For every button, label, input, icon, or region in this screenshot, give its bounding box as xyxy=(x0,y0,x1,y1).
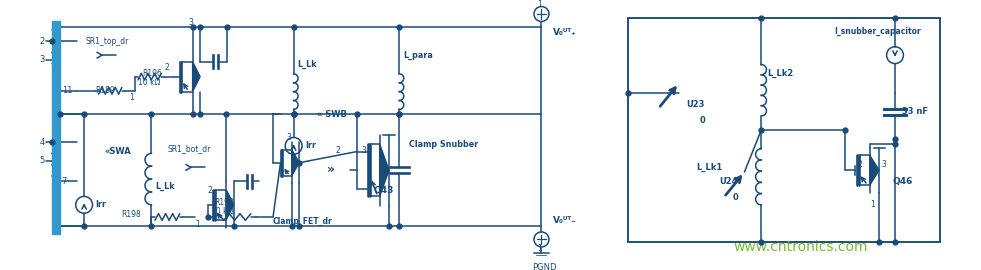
Text: I_snubber_capacitor: I_snubber_capacitor xyxy=(834,27,921,36)
Bar xyxy=(629,18,940,242)
Text: 4: 4 xyxy=(39,138,44,147)
Text: 5: 5 xyxy=(39,156,44,165)
Text: 2: 2 xyxy=(857,160,862,169)
Text: 1: 1 xyxy=(537,0,542,9)
Text: 10 kΩ: 10 kΩ xyxy=(211,207,233,216)
Text: 1: 1 xyxy=(870,200,874,209)
Text: R196: R196 xyxy=(142,69,162,78)
Text: PGND: PGND xyxy=(532,263,556,270)
Text: »: » xyxy=(328,163,336,176)
Polygon shape xyxy=(291,150,299,176)
Text: 10 kΩ: 10 kΩ xyxy=(138,78,161,87)
Text: R198: R198 xyxy=(122,210,141,219)
Text: Q43: Q43 xyxy=(373,186,393,195)
Text: www.cntronics.com: www.cntronics.com xyxy=(733,240,868,254)
Polygon shape xyxy=(380,144,389,196)
Text: R193: R193 xyxy=(214,198,234,207)
Text: « SWB: « SWB xyxy=(317,110,347,119)
Text: SR1_bot_dr: SR1_bot_dr xyxy=(168,144,211,153)
Text: 11: 11 xyxy=(62,86,73,95)
Text: 0: 0 xyxy=(732,193,738,202)
Text: L_Lk1: L_Lk1 xyxy=(696,163,722,172)
Text: 33 nF: 33 nF xyxy=(902,107,928,116)
Text: 3: 3 xyxy=(39,55,44,64)
Text: U23: U23 xyxy=(687,100,704,109)
Text: 2: 2 xyxy=(165,63,170,72)
Text: 2: 2 xyxy=(208,186,212,195)
Text: Clamp_FET_dr: Clamp_FET_dr xyxy=(273,217,333,226)
Polygon shape xyxy=(192,62,200,92)
Text: Clamp Snubber: Clamp Snubber xyxy=(409,140,478,148)
Text: Irr: Irr xyxy=(95,200,106,209)
Text: V₀ᵁᵀ₊: V₀ᵁᵀ₊ xyxy=(552,28,577,37)
Text: 3: 3 xyxy=(362,146,367,155)
Text: 1: 1 xyxy=(537,244,542,253)
Bar xyxy=(52,21,60,234)
Text: R189: R189 xyxy=(95,86,115,95)
Text: 1: 1 xyxy=(195,220,200,229)
Text: Irr: Irr xyxy=(305,141,316,150)
Text: Q46: Q46 xyxy=(892,177,912,186)
Text: U24: U24 xyxy=(719,177,738,186)
Text: V₀ᵁᵀ₋: V₀ᵁᵀ₋ xyxy=(552,216,577,225)
Text: 3: 3 xyxy=(286,133,291,142)
Text: L_Lk: L_Lk xyxy=(155,181,175,191)
Polygon shape xyxy=(227,190,233,220)
Text: 7: 7 xyxy=(62,177,67,186)
Text: 0: 0 xyxy=(699,116,705,125)
Text: L_para: L_para xyxy=(403,50,433,60)
Text: 2: 2 xyxy=(336,146,340,155)
Text: SR1_top_dr: SR1_top_dr xyxy=(85,37,129,46)
Polygon shape xyxy=(870,155,879,185)
Text: 2: 2 xyxy=(39,37,44,46)
Text: 3: 3 xyxy=(189,18,193,27)
Text: «SWA: «SWA xyxy=(105,147,131,156)
Text: 1: 1 xyxy=(129,93,133,102)
Text: L_Lk2: L_Lk2 xyxy=(767,69,793,79)
Text: 3: 3 xyxy=(881,160,886,169)
Text: L_Lk: L_Lk xyxy=(297,60,317,69)
